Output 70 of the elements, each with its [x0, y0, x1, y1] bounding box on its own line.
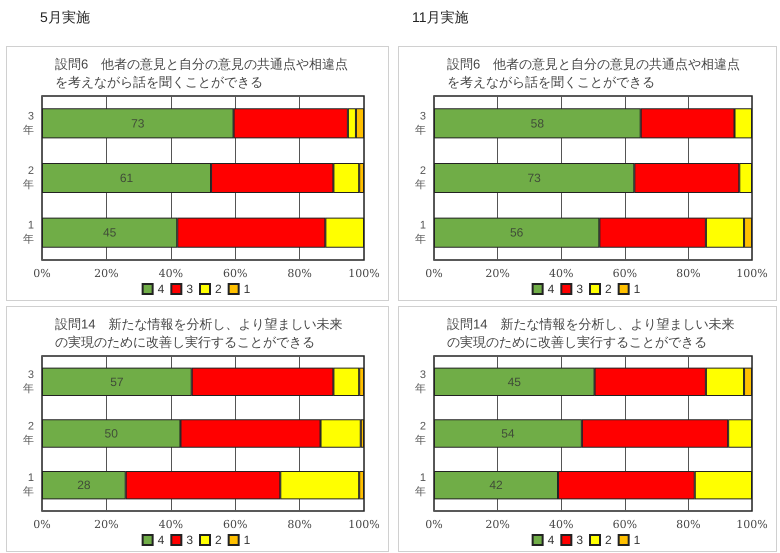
x-tick-label: 100%: [348, 518, 380, 531]
x-tick-label: 20%: [485, 518, 510, 531]
annotation: 45: [508, 374, 522, 389]
legend-label: 2: [215, 282, 222, 296]
y-tick-label: 2年: [23, 420, 34, 446]
annotation: 57: [110, 374, 124, 389]
legend-label: 4: [548, 533, 555, 547]
x-tick-label: 80%: [676, 518, 701, 531]
x-tick-label: 20%: [485, 267, 510, 280]
legend-label: 4: [158, 282, 165, 296]
x-tick-label: 40%: [548, 267, 574, 280]
x-tick-label: 20%: [94, 518, 119, 531]
legend-label: 1: [244, 282, 251, 296]
legend-label: 1: [634, 533, 641, 547]
legend-label: 4: [548, 282, 555, 296]
y-tick-label: 3年: [23, 368, 34, 395]
x-tick-label: 100%: [736, 267, 768, 280]
y-tick-label: 1年: [415, 220, 426, 246]
y-tick-label: 3年: [415, 110, 426, 136]
y-tick-label: 1年: [23, 220, 34, 246]
x-tick-label: 0%: [33, 518, 51, 531]
y-tick-label: 1年: [23, 472, 34, 498]
annotation: 42: [489, 478, 504, 492]
x-tick-label: 40%: [158, 267, 184, 280]
chart-title: 設問6 他者の意見と自分の意見の共通点や相違点を考えながら話を聞くことができる: [55, 56, 348, 90]
annotation: 50: [104, 426, 118, 440]
text: 11月実施: [412, 9, 469, 25]
chart-title: 設問6 他者の意見と自分の意見の共通点や相違点を考えながら話を聞くことができる: [447, 56, 740, 90]
x-tick-label: 60%: [222, 518, 248, 531]
legend-label: 3: [576, 533, 584, 547]
legend-label: 4: [158, 533, 165, 547]
x-tick-label: 0%: [425, 518, 443, 531]
y-tick-label: 2年: [415, 420, 426, 446]
text: 5月実施: [40, 9, 90, 25]
chart-title: 設問14 新たな情報を分析し、より望ましい未来の実現のために改善し実行することができる: [55, 316, 342, 350]
legend-label: 1: [634, 282, 641, 296]
x-tick-label: 60%: [222, 267, 248, 280]
annotation: 73: [527, 171, 542, 185]
x-tick-label: 80%: [287, 267, 312, 280]
annotation: 28: [77, 478, 91, 492]
legend-label: 2: [215, 533, 222, 547]
y-tick-label: 2年: [415, 165, 426, 191]
x-tick-label: 100%: [348, 267, 380, 280]
x-tick-label: 40%: [158, 518, 184, 531]
x-tick-label: 60%: [612, 267, 638, 280]
y-tick-label: 2年: [23, 165, 34, 191]
x-tick-label: 60%: [612, 518, 638, 531]
annotation: 61: [120, 171, 134, 185]
y-tick-label: 1年: [415, 472, 426, 498]
annotation: 56: [510, 226, 524, 240]
chart-title: 設問14 新たな情報を分析し、より望ましい未来の実現のために改善し実行することができる: [447, 316, 734, 350]
annotation: 45: [102, 226, 117, 240]
legend-label: 2: [605, 533, 612, 547]
x-tick-label: 100%: [736, 518, 768, 531]
x-tick-label: 80%: [676, 267, 701, 280]
x-tick-label: 20%: [94, 267, 119, 280]
x-tick-label: 40%: [548, 518, 574, 531]
legend-label: 3: [576, 282, 584, 296]
y-tick-label: 3年: [415, 368, 426, 395]
x-tick-label: 80%: [287, 518, 312, 531]
legend-label: 2: [605, 282, 612, 296]
annotation: 58: [530, 116, 544, 130]
legend-label: 3: [186, 533, 194, 547]
x-tick-label: 0%: [425, 267, 443, 280]
y-tick-label: 3年: [23, 110, 34, 136]
annotation: 73: [131, 116, 145, 130]
annotation: 54: [501, 426, 515, 440]
legend-label: 1: [244, 533, 251, 547]
x-tick-label: 0%: [33, 267, 51, 280]
legend-label: 3: [186, 282, 194, 296]
